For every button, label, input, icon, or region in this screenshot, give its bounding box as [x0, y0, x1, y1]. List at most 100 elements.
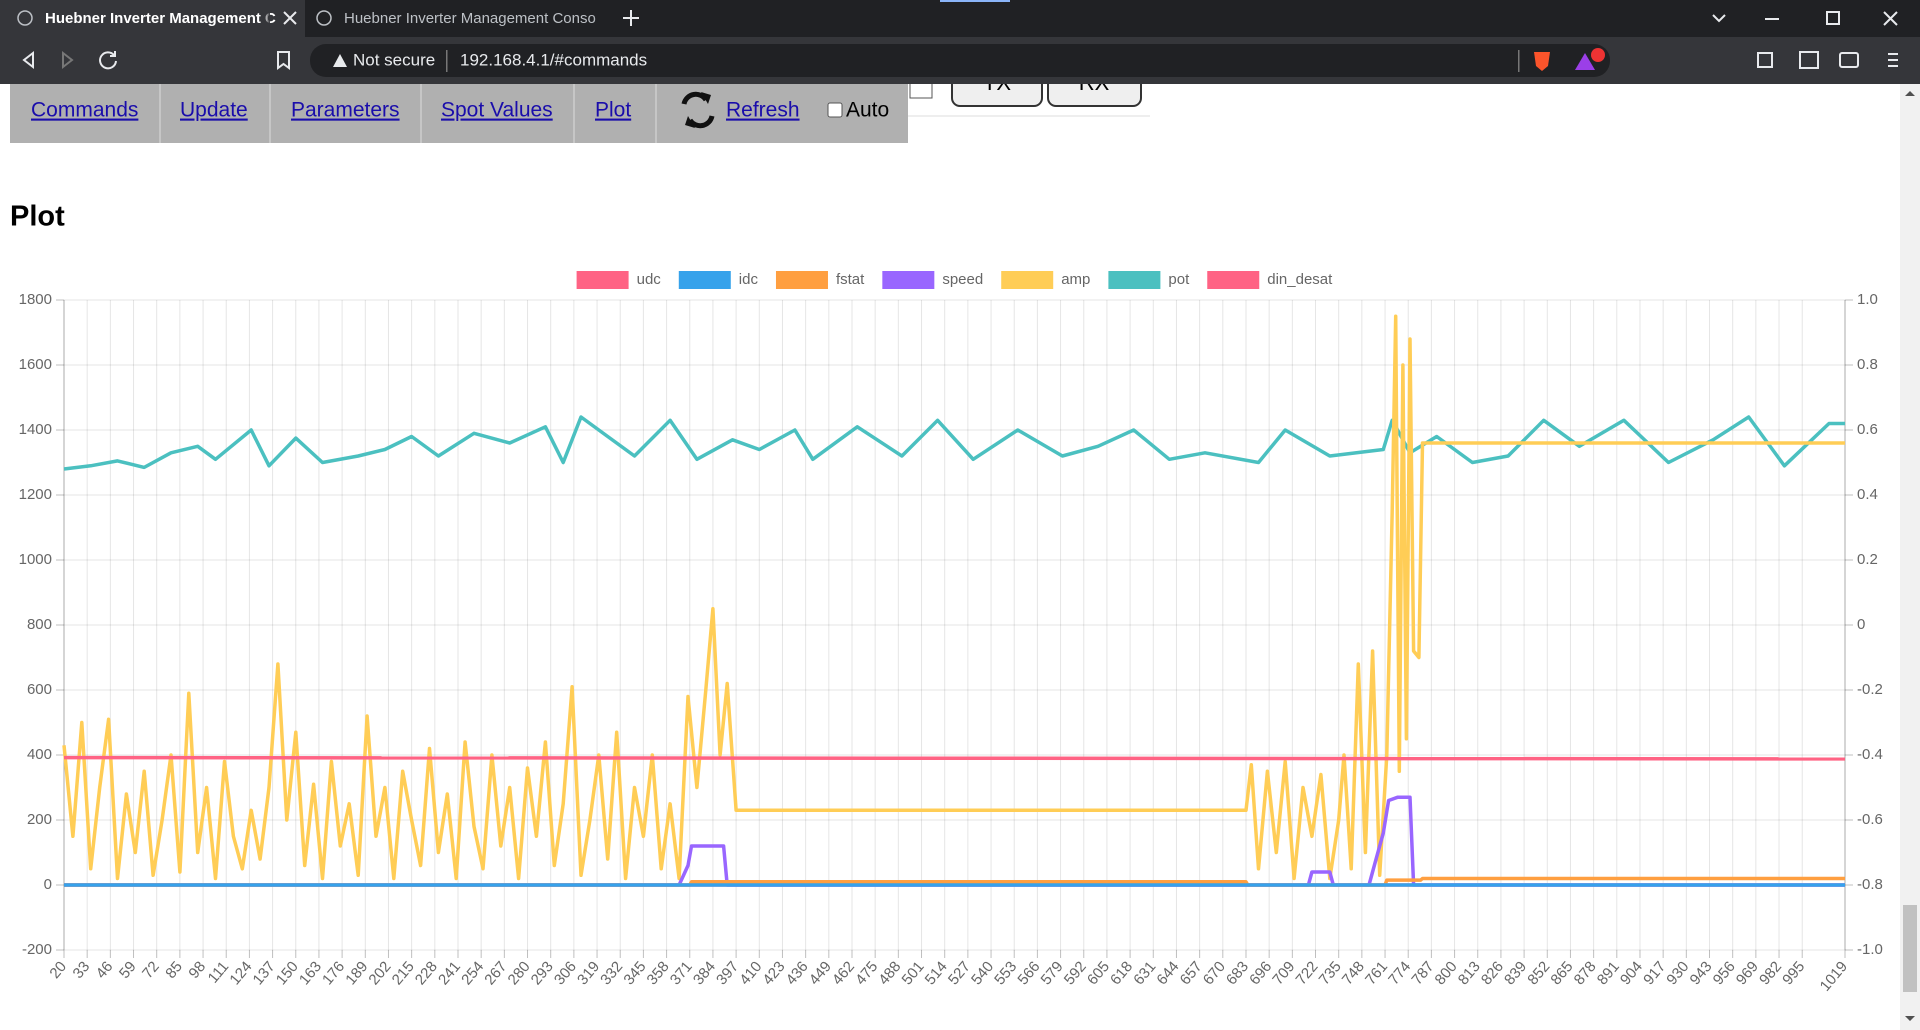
x-tick-label: 553	[991, 958, 1020, 988]
x-tick-label: 488	[875, 958, 904, 988]
x-tick-label: 475	[852, 958, 881, 988]
brave-shield[interactable]	[1534, 52, 1550, 71]
legend-swatch[interactable]	[1207, 271, 1260, 289]
sidebar[interactable]	[1799, 51, 1819, 69]
x-tick-label: 462	[829, 958, 858, 988]
x-tick-label: 930	[1663, 958, 1692, 988]
rewards[interactable]	[1575, 53, 1595, 70]
legend-label[interactable]: speed	[942, 271, 983, 288]
nav-link[interactable]: Refresh	[726, 99, 800, 122]
refresh-icon[interactable]	[681, 91, 715, 129]
extensions[interactable]	[1757, 52, 1773, 68]
url[interactable]: 192.168.4.1/#commands	[460, 50, 647, 69]
x-tick-label: 319	[574, 958, 603, 988]
x-tick-label: 540	[968, 958, 997, 988]
nav-link[interactable]: Update	[180, 99, 248, 122]
x-tick-label: 1019	[1817, 958, 1851, 994]
x-tick-label: 748	[1339, 958, 1368, 988]
legend-swatch[interactable]	[882, 271, 935, 289]
legend-swatch[interactable]	[576, 271, 629, 289]
badge	[1591, 48, 1605, 62]
x-tick-label: 371	[667, 958, 696, 988]
legend-swatch[interactable]	[1001, 271, 1054, 289]
x-tick-label: 839	[1501, 958, 1530, 988]
nav-link[interactable]: Commands	[31, 99, 138, 122]
page-heading: Plot	[10, 201, 65, 233]
x-tick-label: 982	[1756, 958, 1785, 988]
x-tick-label: 943	[1687, 958, 1716, 988]
x-tick-label: 735	[1316, 958, 1345, 988]
x-tick-label: 891	[1594, 958, 1623, 988]
back[interactable]	[22, 50, 34, 70]
x-tick-label: 111	[205, 958, 233, 986]
bookmark[interactable]	[277, 51, 290, 70]
x-tick-label: 150	[273, 958, 302, 988]
x-tick-label: 683	[1223, 958, 1252, 988]
x-tick-label: 46	[93, 958, 117, 982]
wallet[interactable]	[1839, 52, 1859, 68]
x-tick-label: 202	[365, 958, 394, 988]
x-tick-label: 215	[389, 958, 418, 988]
series-line	[63, 755, 1846, 761]
x-tick-label: 579	[1038, 958, 1067, 988]
y-tick-label: 1200	[19, 486, 52, 503]
tab-close[interactable]	[283, 11, 297, 25]
forward[interactable]	[62, 50, 74, 70]
divider	[446, 50, 448, 72]
y2-tick-label: 0.6	[1857, 421, 1878, 438]
x-tick-label: 254	[458, 958, 487, 988]
legend-label[interactable]: udc	[637, 271, 662, 288]
fade	[230, 5, 270, 33]
scroll-thumb[interactable]	[1903, 905, 1917, 992]
checkbox[interactable]	[909, 76, 933, 99]
address-box[interactable]	[310, 44, 1610, 77]
x-tick-label: 514	[922, 958, 951, 988]
rx-button[interactable]	[1047, 50, 1142, 107]
x-tick-label: 59	[116, 958, 140, 982]
legend-label[interactable]: idc	[739, 271, 759, 288]
tab-strip	[0, 0, 1920, 37]
new-tab[interactable]	[623, 10, 639, 26]
close-window[interactable]	[1883, 11, 1898, 26]
x-tick-label: 995	[1779, 958, 1808, 988]
indicator	[940, 0, 1010, 2]
restore[interactable]	[1826, 11, 1840, 25]
y-tick-label: 1800	[19, 291, 52, 308]
button-label[interactable]: RX	[1079, 70, 1110, 95]
nav-link[interactable]: Parameters	[291, 99, 400, 122]
reload[interactable]	[99, 51, 117, 70]
legend-label[interactable]: fstat	[836, 271, 865, 288]
y-tick-label: 0	[44, 876, 52, 893]
tab-title[interactable]: Huebner Inverter Management C	[45, 10, 276, 27]
y-tick-label: 800	[27, 616, 52, 633]
button-label[interactable]: TX	[983, 70, 1011, 95]
legend-swatch[interactable]	[1108, 271, 1161, 289]
x-tick-label: 267	[481, 958, 510, 988]
y-tick-label: 1000	[19, 551, 52, 568]
x-tick-label: 592	[1061, 958, 1090, 988]
warning-icon	[333, 54, 347, 67]
auto-checkbox[interactable]	[827, 102, 843, 118]
y2-tick-label: 0.2	[1857, 551, 1878, 568]
scrollbar[interactable]	[1900, 84, 1920, 1030]
tab-search[interactable]	[1712, 14, 1726, 23]
chart: -200020040060080010001200140016001800-1.…	[19, 271, 1883, 995]
legend-swatch[interactable]	[775, 271, 828, 289]
legend-swatch[interactable]	[678, 271, 731, 289]
auto-label[interactable]: Auto	[846, 99, 889, 122]
legend-label[interactable]: amp	[1061, 271, 1090, 288]
tab-title[interactable]: Huebner Inverter Management Conso	[344, 10, 596, 27]
nav-link[interactable]: Plot	[595, 99, 631, 122]
legend-label[interactable]: din_desat	[1267, 271, 1333, 288]
x-tick-label: 566	[1014, 958, 1043, 988]
x-tick-label: 358	[644, 958, 673, 988]
legend-label[interactable]: pot	[1168, 271, 1190, 288]
x-tick-label: 813	[1455, 958, 1484, 988]
tx-button[interactable]	[951, 50, 1043, 107]
legend: udc idc fstat speed amp pot din_desat	[576, 271, 1333, 289]
nav-link[interactable]: Spot Values	[441, 99, 553, 122]
menu[interactable]	[1888, 53, 1898, 67]
security-label[interactable]: Not secure	[353, 50, 435, 69]
x-tick-label: 384	[690, 958, 719, 988]
